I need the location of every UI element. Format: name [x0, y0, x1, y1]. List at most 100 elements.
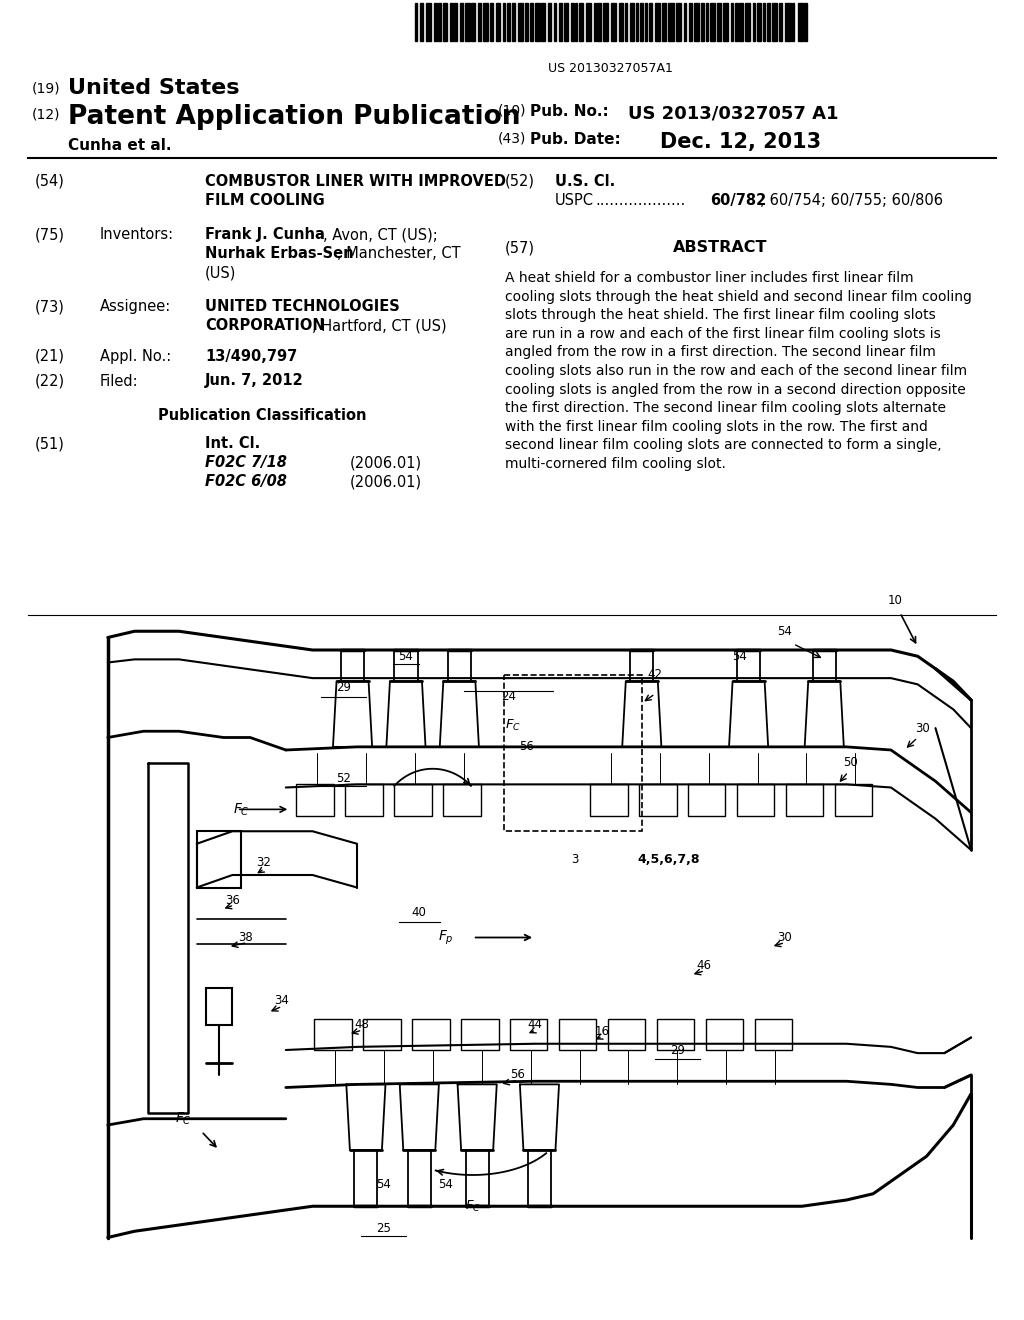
Text: 60/782: 60/782	[710, 193, 766, 209]
Bar	[745, 3, 751, 41]
Bar	[345, 784, 383, 816]
Text: $F_C$: $F_C$	[175, 1110, 191, 1127]
Bar	[524, 3, 528, 41]
Bar	[413, 1019, 450, 1049]
Text: Appl. No.:: Appl. No.:	[100, 348, 171, 364]
Bar	[763, 3, 765, 41]
Text: 54: 54	[398, 649, 414, 663]
Bar	[197, 832, 242, 887]
Bar	[676, 3, 681, 41]
Bar	[559, 1019, 596, 1049]
Text: 54: 54	[376, 1177, 391, 1191]
Text: (US): (US)	[205, 265, 237, 280]
Text: with the first linear film cooling slots in the row. The first and: with the first linear film cooling slots…	[505, 420, 928, 434]
Text: COMBUSTOR LINER WITH IMPROVED: COMBUSTOR LINER WITH IMPROVED	[205, 174, 506, 189]
Text: A heat shield for a combustor liner includes first linear film: A heat shield for a combustor liner incl…	[505, 271, 913, 285]
Bar	[717, 3, 721, 41]
Text: 36: 36	[225, 894, 240, 907]
Bar	[443, 784, 480, 816]
Text: 50: 50	[844, 756, 858, 770]
Bar	[804, 3, 808, 41]
Bar	[433, 3, 437, 41]
Bar	[640, 3, 643, 41]
Text: 38: 38	[239, 931, 253, 944]
Text: Pub. No.:: Pub. No.:	[530, 104, 608, 119]
Text: Frank J. Cunha: Frank J. Cunha	[205, 227, 325, 242]
Bar	[536, 3, 540, 41]
Text: Nurhak Erbas-Sen: Nurhak Erbas-Sen	[205, 247, 353, 261]
Bar	[559, 3, 562, 41]
Text: 56: 56	[510, 1068, 524, 1081]
Text: 10: 10	[888, 594, 903, 606]
Text: 30: 30	[914, 722, 930, 735]
Bar	[438, 3, 441, 41]
Text: U.S. Cl.: U.S. Cl.	[555, 174, 615, 189]
Text: 29: 29	[670, 1044, 685, 1056]
Bar	[415, 3, 417, 41]
Text: $F_p$: $F_p$	[438, 928, 454, 946]
Text: 48: 48	[354, 1019, 369, 1031]
Text: 29: 29	[336, 681, 351, 694]
Bar	[443, 3, 447, 41]
Bar	[636, 3, 638, 41]
Text: , Manchester, CT: , Manchester, CT	[337, 247, 461, 261]
Bar	[489, 3, 494, 41]
Text: 34: 34	[273, 994, 289, 1006]
Bar	[786, 784, 823, 816]
Text: (2006.01): (2006.01)	[350, 455, 422, 470]
Text: ABSTRACT: ABSTRACT	[673, 240, 767, 256]
Text: (2006.01): (2006.01)	[350, 474, 422, 490]
Text: the first direction. The second linear film cooling slots alternate: the first direction. The second linear f…	[505, 401, 946, 416]
Text: ; 60/754; 60/755; 60/806: ; 60/754; 60/755; 60/806	[760, 193, 943, 209]
Bar	[755, 1019, 793, 1049]
Text: $F_C$: $F_C$	[465, 1199, 480, 1214]
Text: cooling slots through the heat shield and second linear film cooling: cooling slots through the heat shield an…	[505, 289, 972, 304]
Text: (22): (22)	[35, 374, 66, 388]
Text: (21): (21)	[35, 348, 65, 364]
Bar	[497, 3, 501, 41]
Text: 54: 54	[777, 624, 792, 638]
Text: US 2013/0327057 A1: US 2013/0327057 A1	[628, 104, 839, 121]
Text: 56: 56	[519, 741, 534, 754]
Text: , Avon, CT (US);: , Avon, CT (US);	[323, 227, 437, 242]
Text: USPC: USPC	[555, 193, 594, 209]
Bar	[465, 3, 470, 41]
Text: F02C 6/08: F02C 6/08	[205, 474, 287, 490]
Text: 24: 24	[501, 690, 516, 704]
Bar	[798, 3, 803, 41]
Text: ...................: ...................	[595, 193, 685, 209]
Text: Int. Cl.: Int. Cl.	[205, 436, 260, 451]
Text: (51): (51)	[35, 436, 65, 451]
Text: , Hartford, CT (US): , Hartford, CT (US)	[312, 318, 446, 334]
Bar	[645, 3, 647, 41]
Bar	[574, 3, 577, 41]
Bar	[767, 3, 770, 41]
Bar	[530, 3, 534, 41]
Text: Assignee:: Assignee:	[100, 300, 171, 314]
Text: 13/490,797: 13/490,797	[205, 348, 297, 364]
Text: are run in a row and each of the first linear film cooling slots is: are run in a row and each of the first l…	[505, 327, 941, 341]
Bar	[297, 784, 334, 816]
Text: cooling slots is angled from the row in a second direction opposite: cooling slots is angled from the row in …	[505, 383, 966, 396]
Text: US 20130327057A1: US 20130327057A1	[548, 62, 673, 75]
Bar	[625, 3, 628, 41]
Text: second linear film cooling slots are connected to form a single,: second linear film cooling slots are con…	[505, 438, 942, 453]
Text: 46: 46	[696, 960, 712, 972]
Bar	[455, 3, 457, 41]
Bar	[723, 3, 728, 41]
Text: Dec. 12, 2013: Dec. 12, 2013	[660, 132, 821, 152]
Bar	[731, 3, 732, 41]
Bar	[737, 784, 774, 816]
Bar	[512, 3, 515, 41]
Text: (75): (75)	[35, 227, 65, 242]
Bar	[510, 1019, 548, 1049]
Bar	[461, 3, 463, 41]
Bar	[655, 3, 659, 41]
Bar	[707, 3, 708, 41]
Bar	[772, 3, 777, 41]
Bar	[603, 3, 608, 41]
Bar	[451, 3, 454, 41]
Text: Inventors:: Inventors:	[100, 227, 174, 242]
Text: (43): (43)	[498, 132, 526, 147]
Bar	[694, 3, 698, 41]
